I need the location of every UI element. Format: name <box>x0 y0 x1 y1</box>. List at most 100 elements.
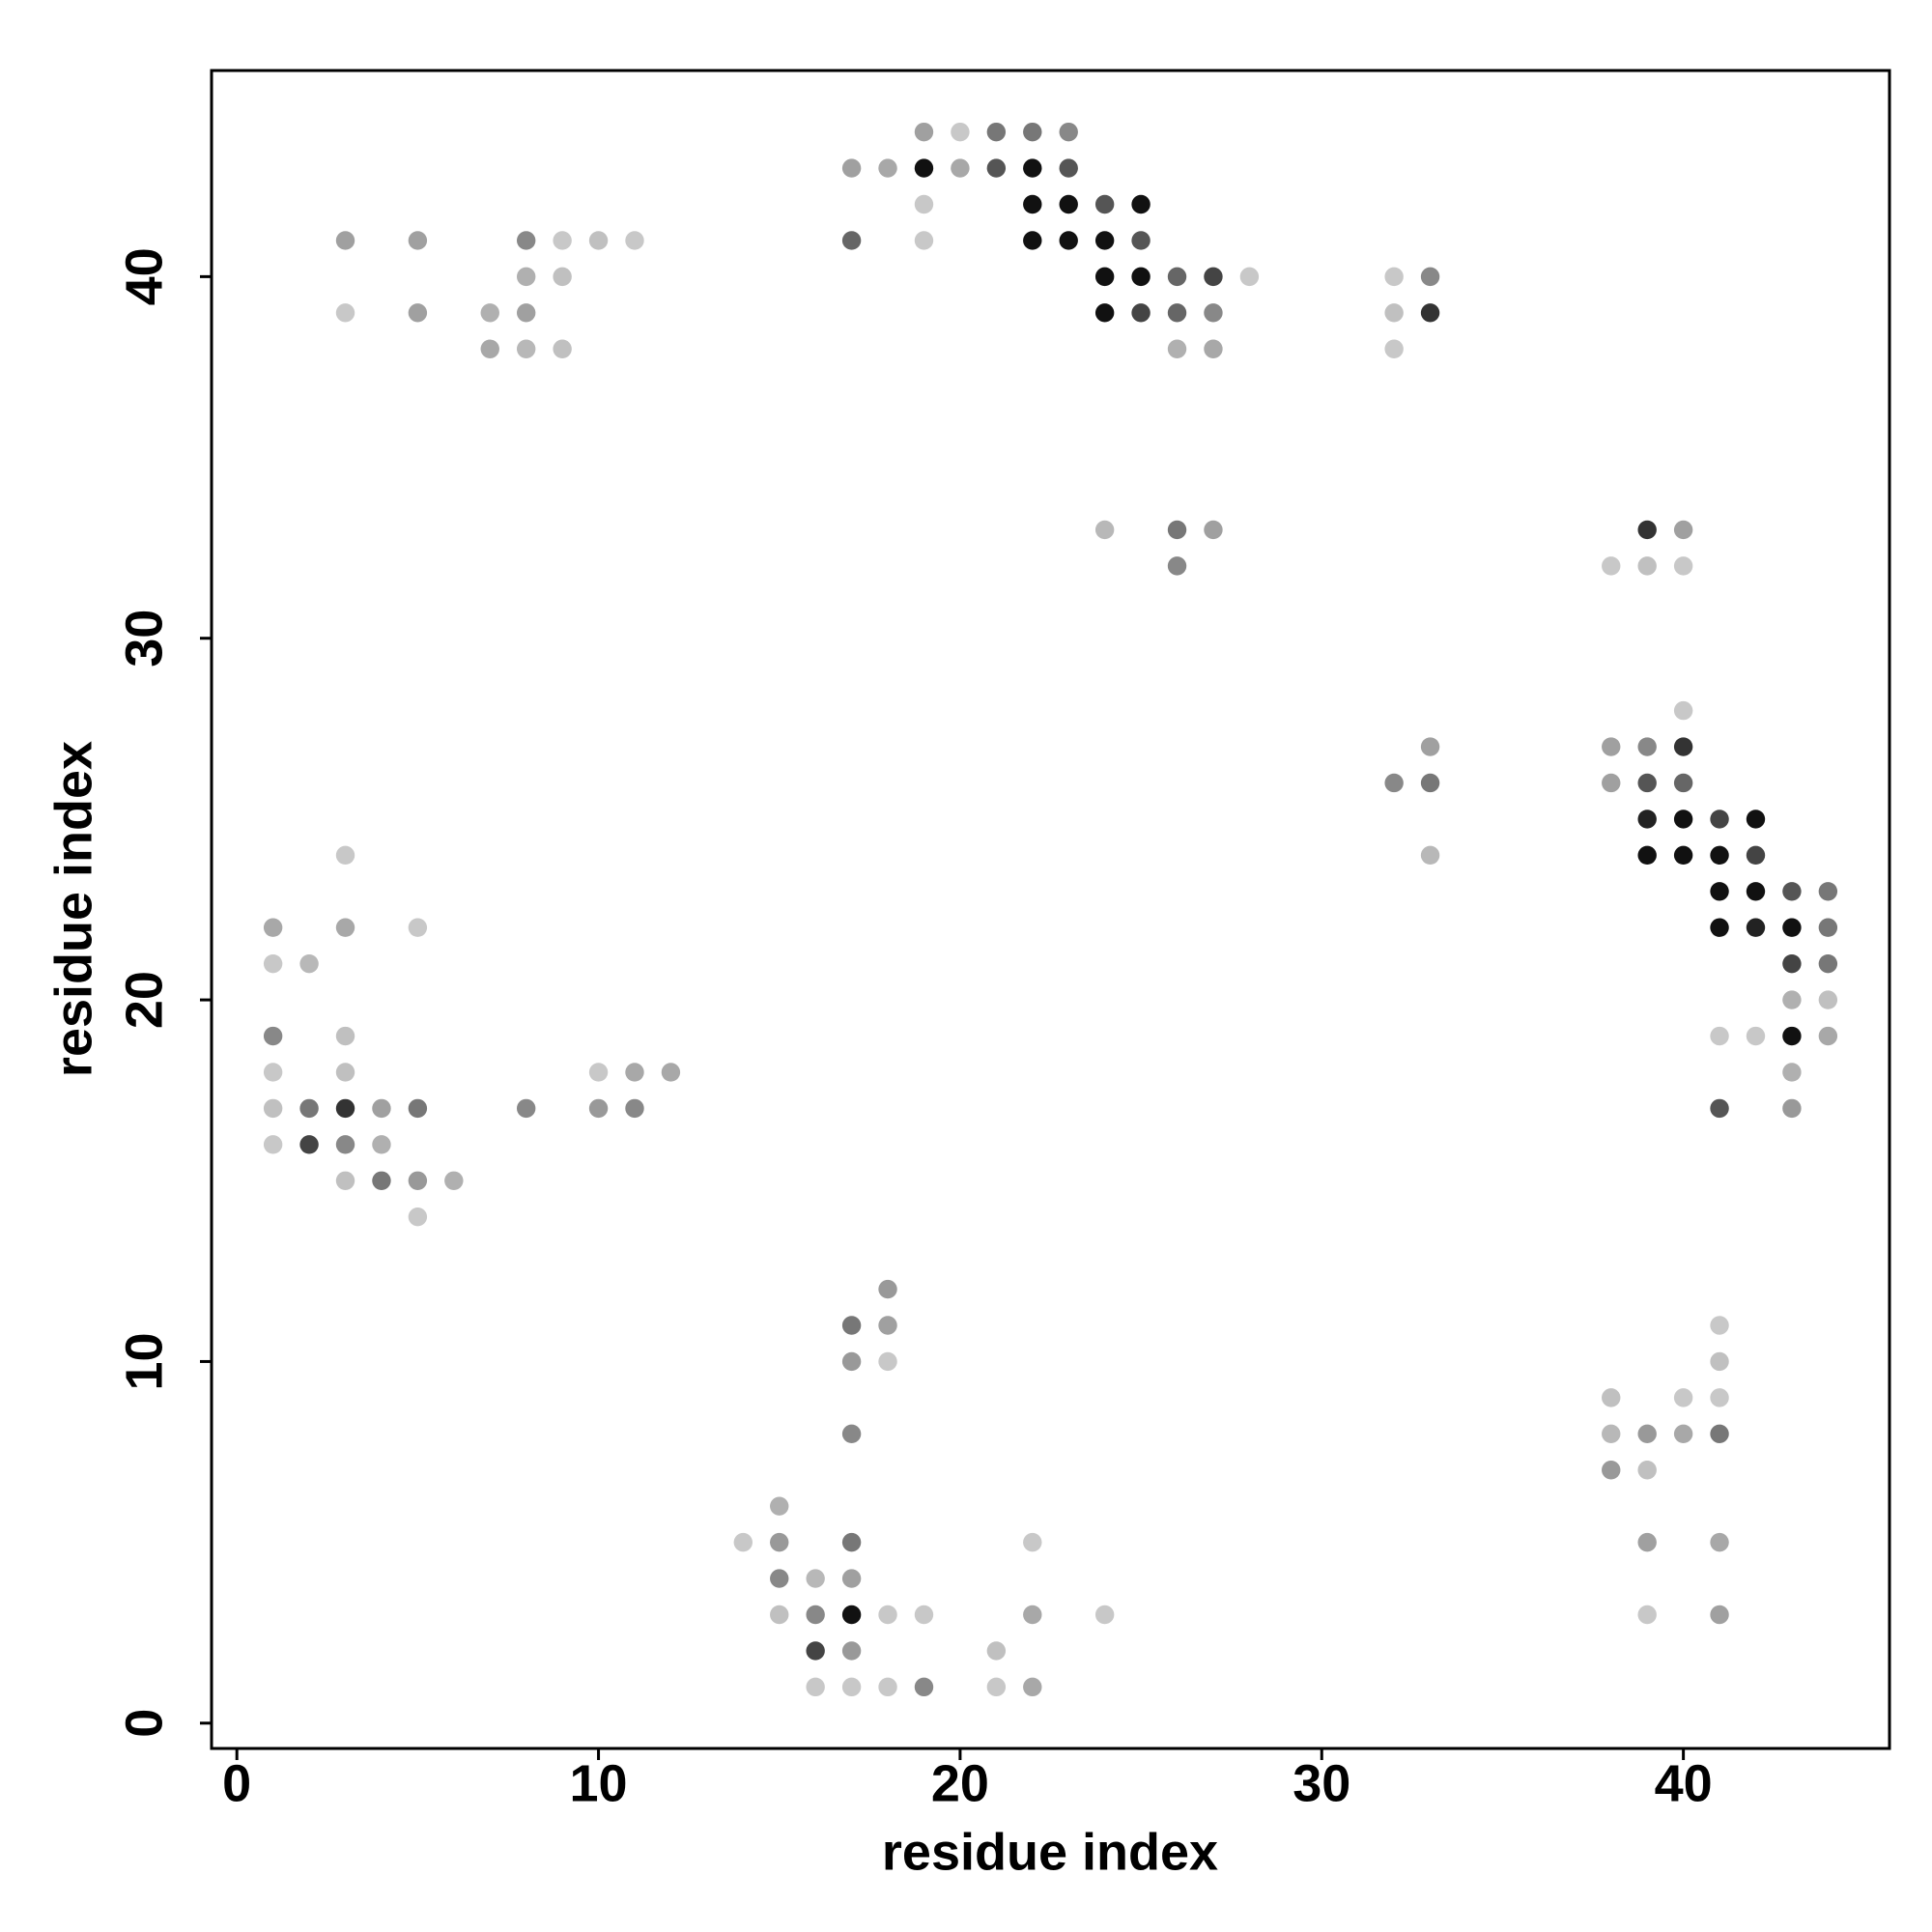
point <box>1637 1532 1657 1552</box>
point <box>1167 339 1187 358</box>
point <box>986 1677 1007 1697</box>
point <box>1782 953 1802 974</box>
point <box>335 1171 355 1190</box>
point <box>986 158 1007 178</box>
point <box>1602 1461 1621 1480</box>
point <box>1673 1424 1693 1444</box>
point <box>1059 194 1078 214</box>
point <box>1710 1098 1729 1119</box>
point <box>1637 737 1657 756</box>
point <box>1094 303 1115 323</box>
point <box>1023 1605 1042 1625</box>
point <box>1637 845 1657 866</box>
point <box>335 1098 355 1119</box>
point <box>335 918 355 937</box>
point <box>1782 1063 1802 1082</box>
x-tick-label: 0 <box>222 1754 251 1812</box>
point <box>1710 1351 1729 1372</box>
point <box>553 231 572 250</box>
point <box>263 1063 283 1082</box>
point <box>1710 1424 1729 1444</box>
point <box>553 267 572 287</box>
point <box>986 1641 1007 1661</box>
y-tick-label: 0 <box>115 1709 173 1738</box>
point <box>1710 882 1729 901</box>
point <box>806 1605 825 1625</box>
point <box>263 1026 283 1046</box>
point <box>1023 158 1042 178</box>
point <box>841 1351 862 1372</box>
point <box>1094 231 1115 250</box>
point <box>733 1532 753 1552</box>
point <box>1673 773 1693 793</box>
point <box>1673 737 1693 756</box>
point <box>1384 773 1404 793</box>
point <box>951 158 970 178</box>
point <box>263 1135 283 1154</box>
point <box>1094 267 1115 287</box>
x-tick-label: 30 <box>1293 1754 1350 1812</box>
point <box>553 339 572 358</box>
point <box>1059 158 1078 178</box>
point <box>841 1424 862 1444</box>
point <box>1673 556 1693 576</box>
point <box>1023 1677 1042 1697</box>
point <box>661 1063 681 1082</box>
point <box>841 1677 862 1697</box>
point <box>1818 990 1838 1009</box>
point <box>1131 267 1151 287</box>
point <box>841 1605 862 1625</box>
point <box>841 1569 862 1588</box>
point <box>1746 1026 1766 1046</box>
point <box>1420 845 1440 866</box>
point <box>986 122 1007 142</box>
point <box>1637 1424 1657 1444</box>
point <box>1637 1461 1657 1480</box>
point <box>951 122 970 142</box>
point <box>1059 122 1078 142</box>
point <box>263 953 283 974</box>
point <box>335 1135 355 1154</box>
point <box>1637 1605 1657 1625</box>
point <box>1637 773 1657 793</box>
point <box>408 918 428 937</box>
point <box>516 1098 536 1119</box>
point <box>1637 556 1657 576</box>
point <box>1782 990 1802 1009</box>
x-tick-label: 40 <box>1655 1754 1713 1812</box>
point <box>1167 556 1187 576</box>
point <box>878 1605 897 1625</box>
point <box>335 231 355 250</box>
point <box>914 1677 934 1697</box>
x-tick-label: 10 <box>570 1754 628 1812</box>
point <box>299 953 319 974</box>
point <box>1746 810 1766 829</box>
x-axis-title: residue index <box>882 1823 1218 1881</box>
point <box>1167 520 1187 540</box>
point <box>1204 520 1223 540</box>
point <box>878 1351 897 1372</box>
y-tick-label: 40 <box>115 247 173 305</box>
point <box>1710 1605 1729 1625</box>
point <box>408 231 428 250</box>
point <box>335 845 355 866</box>
point <box>1782 918 1802 937</box>
point <box>878 158 897 178</box>
point <box>878 1279 897 1299</box>
point <box>1710 1316 1729 1335</box>
point <box>1602 737 1621 756</box>
point <box>1710 845 1729 866</box>
point <box>299 1098 319 1119</box>
point <box>1673 810 1693 829</box>
point <box>1818 882 1838 901</box>
point <box>1710 1532 1729 1552</box>
point <box>1673 1388 1693 1407</box>
point <box>1023 231 1042 250</box>
point <box>1746 882 1766 901</box>
point <box>299 1135 319 1154</box>
y-axis-title: residue index <box>44 741 102 1077</box>
point <box>408 1098 428 1119</box>
point <box>806 1569 825 1588</box>
point <box>1094 520 1115 540</box>
